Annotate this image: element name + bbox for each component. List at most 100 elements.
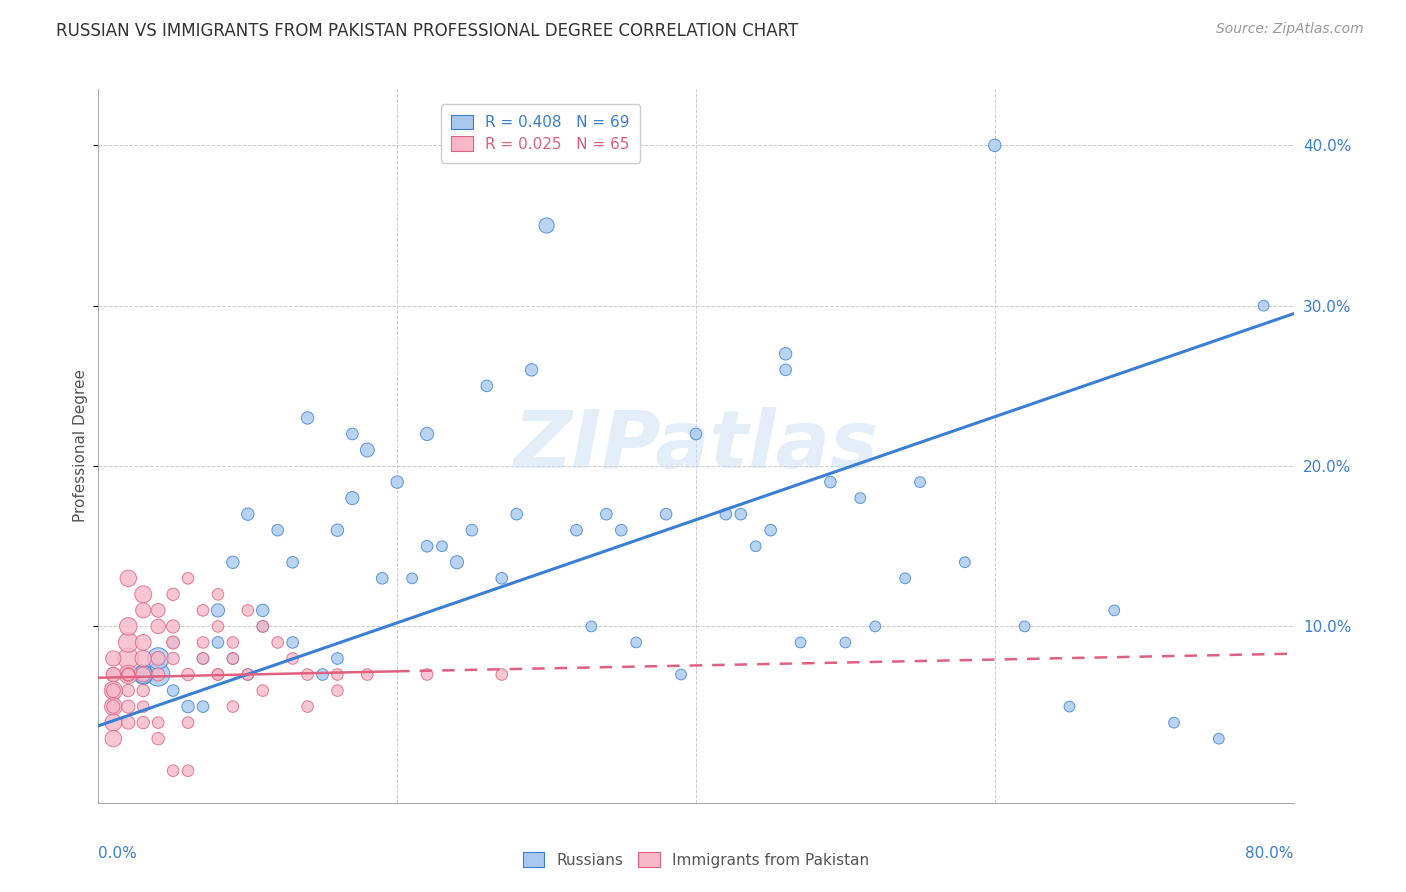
Point (984, 138, 1007, 153)
Point (177, 764, 200, 778)
Point (162, 587, 184, 601)
Point (117, 667, 139, 681)
Point (789, 635, 811, 649)
Point (626, 635, 648, 649)
Point (191, 651, 214, 665)
Point (581, 619, 603, 633)
Point (148, 667, 170, 681)
Point (148, 651, 170, 665)
Point (297, 699, 319, 714)
Point (236, 603, 259, 617)
Point (1104, 603, 1126, 617)
Point (401, 571, 423, 585)
Point (894, 571, 917, 585)
Point (1014, 619, 1036, 633)
Point (475, 379, 498, 393)
Point (446, 555, 468, 569)
Text: ZIPatlas: ZIPatlas (513, 407, 879, 485)
Point (103, 683, 125, 698)
Point (103, 699, 125, 714)
Point (207, 587, 229, 601)
Point (103, 715, 125, 730)
Point (1253, 299, 1275, 313)
Point (132, 683, 155, 698)
Point (222, 635, 245, 649)
Point (132, 667, 155, 681)
Point (1163, 715, 1185, 730)
Point (267, 635, 290, 649)
Point (745, 539, 768, 553)
Point (222, 699, 245, 714)
Point (207, 635, 229, 649)
Point (281, 651, 304, 665)
Point (416, 539, 439, 553)
Legend: Russians, Immigrants from Pakistan: Russians, Immigrants from Pakistan (516, 846, 876, 873)
Point (252, 619, 274, 633)
Point (536, 219, 558, 233)
Point (371, 571, 394, 585)
Point (356, 667, 378, 681)
Point (491, 571, 513, 585)
Point (326, 523, 349, 537)
Point (162, 764, 184, 778)
Point (267, 523, 290, 537)
Point (162, 651, 184, 665)
Point (281, 555, 304, 569)
Point (416, 667, 439, 681)
Point (132, 651, 155, 665)
Point (849, 491, 872, 505)
Point (311, 667, 333, 681)
Point (520, 363, 543, 377)
Point (326, 651, 349, 665)
Point (820, 475, 842, 489)
Point (207, 619, 229, 633)
Point (236, 507, 259, 521)
Point (162, 619, 184, 633)
Point (342, 427, 364, 442)
Point (714, 507, 737, 521)
Text: Source: ZipAtlas.com: Source: ZipAtlas.com (1216, 22, 1364, 37)
Point (759, 523, 782, 537)
Point (685, 427, 707, 442)
Point (117, 571, 139, 585)
Point (117, 651, 139, 665)
Point (252, 619, 274, 633)
Point (162, 683, 184, 698)
Point (103, 699, 125, 714)
Point (1059, 699, 1081, 714)
Point (103, 683, 125, 698)
Point (103, 667, 125, 681)
Point (148, 603, 170, 617)
Point (565, 523, 588, 537)
Point (177, 571, 200, 585)
Point (117, 635, 139, 649)
Point (775, 363, 797, 377)
Point (655, 507, 678, 521)
Point (416, 427, 439, 442)
Point (148, 651, 170, 665)
Point (162, 635, 184, 649)
Point (103, 651, 125, 665)
Point (669, 667, 692, 681)
Point (252, 683, 274, 698)
Point (148, 731, 170, 746)
Point (177, 667, 200, 681)
Point (117, 683, 139, 698)
Point (132, 699, 155, 714)
Point (461, 523, 484, 537)
Point (207, 667, 229, 681)
Point (236, 667, 259, 681)
Point (222, 651, 245, 665)
Point (865, 619, 887, 633)
Point (506, 507, 529, 521)
Point (834, 635, 856, 649)
Point (191, 635, 214, 649)
Point (162, 635, 184, 649)
Point (326, 667, 349, 681)
Point (610, 523, 633, 537)
Point (132, 715, 155, 730)
Point (252, 603, 274, 617)
Point (177, 715, 200, 730)
Point (117, 667, 139, 681)
Point (342, 491, 364, 505)
